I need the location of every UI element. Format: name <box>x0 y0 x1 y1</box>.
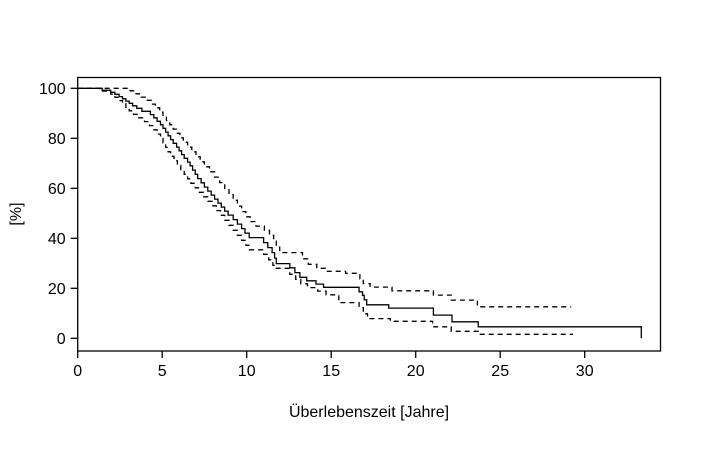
x-axis-tick-label: 0 <box>73 363 82 380</box>
survival-curves <box>77 87 642 339</box>
survival-estimate-curve <box>77 87 642 339</box>
y-axis-ticks: 0 20 40 60 80 100 <box>39 81 78 348</box>
upper-95-percent-ci-curve <box>77 87 572 308</box>
lower-95-percent-ci-curve <box>77 87 573 335</box>
x-axis-title: Überlebenszeit [Jahre] <box>289 403 449 421</box>
y-axis-tick-label: 80 <box>48 131 66 148</box>
x-axis-tick-label: 20 <box>407 363 425 380</box>
y-axis-title: [%] <box>8 202 25 225</box>
x-axis-tick-label: 10 <box>238 363 256 380</box>
x-axis-tick-label: 15 <box>322 363 340 380</box>
x-axis-tick-label: 30 <box>576 363 594 380</box>
y-axis-tick-label: 100 <box>39 81 66 98</box>
y-axis-tick-label: 20 <box>48 281 66 298</box>
y-axis-tick-label: 60 <box>48 181 66 198</box>
x-axis-tick-label: 5 <box>158 363 167 380</box>
y-axis-tick-label: 40 <box>48 231 66 248</box>
x-axis-tick-label: 25 <box>491 363 509 380</box>
y-axis-tick-label: 0 <box>57 331 66 348</box>
plot-frame-box <box>77 76 662 352</box>
x-axis-ticks: 0 5 10 15 20 25 30 <box>73 351 594 380</box>
